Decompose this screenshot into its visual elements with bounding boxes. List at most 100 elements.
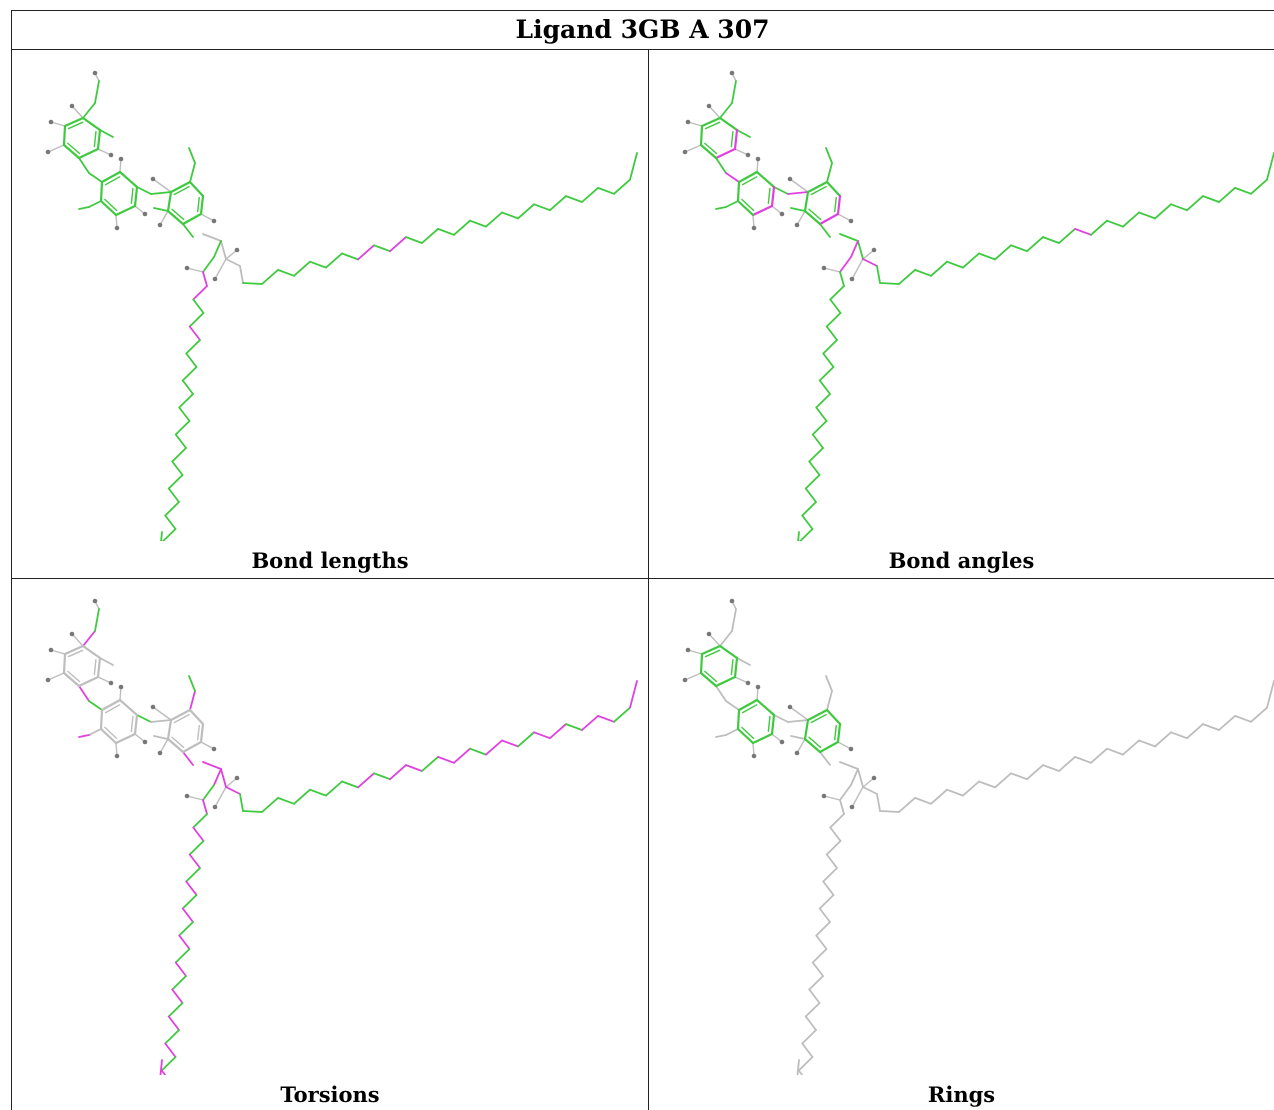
hydrogen-bond xyxy=(823,795,841,801)
ring-bond xyxy=(803,718,810,741)
hydrogen-atom xyxy=(211,746,217,752)
chain-bond xyxy=(1154,731,1172,748)
chain-bond xyxy=(178,406,191,422)
substituent-bond xyxy=(719,630,733,647)
substituent-bond xyxy=(78,206,90,210)
chain-bond xyxy=(825,853,838,869)
chain-bond xyxy=(879,810,900,813)
hydrogen-bond xyxy=(684,144,702,153)
substituent-bond xyxy=(773,714,789,723)
chain-bond xyxy=(389,764,407,781)
chain-bond xyxy=(293,260,311,277)
chain-bond xyxy=(946,260,964,269)
chain-bond xyxy=(962,252,980,269)
substituent-bond xyxy=(825,675,833,692)
chain-bond xyxy=(930,788,948,805)
chain-bond xyxy=(898,268,916,285)
hydrogen-atom xyxy=(849,276,855,282)
chain-bond xyxy=(341,780,359,789)
ring-bond xyxy=(99,180,104,203)
hydrogen-bond xyxy=(186,267,204,273)
ring-bond xyxy=(166,718,173,741)
chain-bond xyxy=(1010,244,1028,253)
hydrogen-atom xyxy=(779,739,785,745)
chain-bond xyxy=(815,406,828,422)
hydrogen-bond xyxy=(50,121,66,127)
ring-bond xyxy=(166,209,185,226)
substituent-bond xyxy=(790,207,806,212)
hydrogen-bond xyxy=(200,213,215,222)
hydrogen-atom xyxy=(755,684,761,690)
chain-bond xyxy=(1250,178,1268,195)
ring-double-bond xyxy=(833,196,837,213)
chain-bond xyxy=(1202,195,1220,203)
chain-bond xyxy=(1170,203,1188,212)
substituent-bond xyxy=(715,157,727,174)
panel-bond-angles: Bond angles xyxy=(649,51,1274,578)
substituent-bond xyxy=(725,200,739,208)
ring-bond xyxy=(699,143,718,160)
ring-bond xyxy=(836,194,842,216)
ring-bond xyxy=(62,652,67,675)
ring-double-bond xyxy=(810,185,827,196)
chain-bond xyxy=(171,975,187,991)
chain-bond xyxy=(597,186,615,195)
figure-title: Ligand 3GB A 307 xyxy=(11,10,1274,50)
chain-bond xyxy=(613,178,631,195)
chain-bond xyxy=(629,152,638,181)
chain-bond xyxy=(797,1056,814,1072)
ring-bond xyxy=(81,116,102,132)
hydrogen-atom xyxy=(794,750,800,756)
ring-double-bond xyxy=(173,185,190,196)
chain-bond xyxy=(914,796,932,805)
hydrogen-bond xyxy=(708,633,721,647)
chain-bond xyxy=(160,531,163,541)
ring-bond xyxy=(803,737,822,754)
ring-bond xyxy=(99,708,104,731)
chain-bond xyxy=(1250,706,1268,723)
chain-bond xyxy=(804,1002,821,1018)
ring-bond xyxy=(99,727,118,745)
hydrogen-atom xyxy=(871,775,877,781)
hydrogen-atom xyxy=(706,103,712,109)
substituent-bond xyxy=(731,80,737,104)
hydrogen-atom xyxy=(779,211,785,217)
chain-bond xyxy=(202,233,222,242)
chain-bond xyxy=(160,1069,167,1075)
hydrogen-atom xyxy=(685,119,691,125)
hydrogen-bond xyxy=(734,148,749,156)
chain-bond xyxy=(171,447,187,463)
chain-bond xyxy=(839,233,859,242)
chain-bond xyxy=(533,203,551,212)
chain-bond xyxy=(453,219,471,236)
chain-bond xyxy=(797,1069,804,1075)
substituent-bond xyxy=(99,129,114,138)
hydrogen-atom xyxy=(794,222,800,228)
chain-bond xyxy=(164,1029,180,1045)
ring-bond xyxy=(114,732,137,745)
chain-bond xyxy=(613,706,631,723)
ring-double-bond xyxy=(704,142,718,155)
ring-bond xyxy=(166,737,185,754)
ring-bond xyxy=(825,708,842,726)
chain-bond xyxy=(946,788,964,797)
chain-bond xyxy=(1138,211,1156,220)
ring-bond xyxy=(718,644,739,660)
molecule-rings xyxy=(682,598,1274,1075)
chain-bond xyxy=(181,366,198,382)
chain-bond xyxy=(242,810,263,813)
chain-bond xyxy=(239,265,244,284)
chain-bond xyxy=(174,948,191,964)
panel-torsions: Torsions xyxy=(12,579,648,1110)
substituent-bond xyxy=(819,223,831,238)
hydrogen-bond xyxy=(862,777,875,788)
chain-bond xyxy=(174,433,187,449)
ring-bond xyxy=(118,170,139,189)
ring-double-bond xyxy=(130,715,134,733)
hydrogen-atom xyxy=(150,704,156,710)
hydrogen-bond xyxy=(851,258,864,280)
ring-bond xyxy=(736,180,741,203)
chain-bond xyxy=(159,1059,163,1075)
chain-bond xyxy=(188,840,205,856)
ring-bond xyxy=(62,671,81,688)
